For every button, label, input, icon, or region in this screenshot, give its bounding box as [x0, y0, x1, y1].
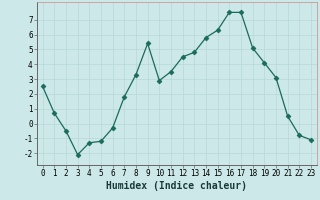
X-axis label: Humidex (Indice chaleur): Humidex (Indice chaleur): [106, 181, 247, 191]
